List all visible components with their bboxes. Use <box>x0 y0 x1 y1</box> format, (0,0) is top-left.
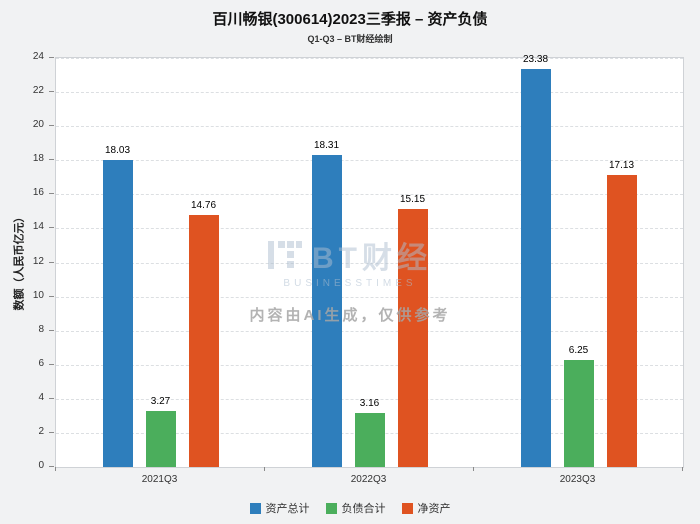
gridline <box>56 296 683 298</box>
bar-value-label: 3.16 <box>359 398 380 410</box>
x-tick-label: 2022Q3 <box>350 474 387 485</box>
bar <box>397 208 428 467</box>
x-tick-mark <box>682 467 683 471</box>
y-tick-label: 6 <box>38 357 44 369</box>
y-tick-label: 0 <box>38 460 44 471</box>
bar-value-label: 18.03 <box>104 144 131 156</box>
y-tick-label: 2 <box>38 425 44 437</box>
bar <box>520 68 551 467</box>
gridline <box>56 330 683 332</box>
bar-value-label: 6.25 <box>568 345 589 357</box>
y-tick-label: 14 <box>32 221 44 233</box>
legend-label: 资产总计 <box>265 503 310 515</box>
bar <box>354 413 385 467</box>
y-tick-label: 8 <box>38 323 44 335</box>
bar-value-label: 18.31 <box>313 139 340 151</box>
gridline <box>56 194 683 196</box>
bar <box>606 175 637 467</box>
gridline <box>56 126 683 128</box>
gridline <box>56 92 683 94</box>
bar-value-label: 14.76 <box>190 200 217 212</box>
gridline <box>56 364 683 366</box>
chart-title: 百川畅银(300614)2023三季报 – 资产负债 <box>212 11 488 28</box>
y-tick-mark <box>49 431 54 433</box>
y-tick-mark <box>49 57 54 58</box>
x-tick-mark <box>264 467 265 471</box>
x-tick-label: 2021Q3 <box>141 474 178 485</box>
bar <box>311 154 342 467</box>
gridline <box>56 398 683 400</box>
y-tick-mark <box>49 397 54 399</box>
y-tick-mark <box>49 295 54 297</box>
plot-area: 18.03 3.27 14.76 18.31 3.16 15.15 23.38 6.25 17.… <box>55 53 684 468</box>
x-tick-mark <box>473 467 474 471</box>
legend-swatch <box>249 502 261 514</box>
legend: 资产总计 负债合计 净资产 <box>0 500 700 516</box>
chart-subtitle: Q1-Q3 – BT财经绘制 <box>307 34 393 44</box>
bar <box>102 159 133 467</box>
y-tick-label: 12 <box>32 255 44 267</box>
bar-value-label: 17.13 <box>608 160 635 172</box>
y-tick-label: 16 <box>32 187 44 199</box>
bar <box>188 215 219 467</box>
legend-item: 资产总计 <box>249 500 310 516</box>
y-tick-mark <box>49 466 54 467</box>
y-tick-label: 18 <box>32 153 44 165</box>
y-tick-mark <box>49 363 54 365</box>
bar <box>563 360 594 467</box>
legend-label: 净资产 <box>417 503 451 515</box>
y-tick-mark <box>49 91 54 93</box>
bar-value-label: 15.15 <box>399 193 426 205</box>
gridline <box>56 160 683 162</box>
bar-value-label: 23.38 <box>522 53 549 65</box>
y-tick-mark <box>49 261 54 263</box>
y-tick-label: 24 <box>32 51 44 62</box>
bar <box>145 411 176 467</box>
x-tick-label: 2023Q3 <box>559 474 596 485</box>
y-tick-mark <box>49 193 54 195</box>
legend-label: 负债合计 <box>341 503 386 515</box>
legend-swatch <box>325 502 337 514</box>
x-tick-mark <box>55 467 56 471</box>
legend-item: 净资产 <box>401 500 451 516</box>
y-tick-label: 20 <box>32 119 44 131</box>
gridline <box>56 58 683 59</box>
gridline <box>56 228 683 230</box>
y-tick-mark <box>49 329 54 331</box>
y-tick-label: 4 <box>38 391 44 403</box>
y-tick-mark <box>49 125 54 127</box>
y-tick-label: 22 <box>32 85 44 97</box>
y-tick-mark <box>49 159 54 161</box>
y-tick-mark <box>49 227 54 229</box>
y-axis: 0 2 4 6 8 10 12 14 16 18 20 22 24 <box>0 51 55 471</box>
bar-value-label: 3.27 <box>150 396 171 408</box>
gridline <box>56 262 683 264</box>
legend-item: 负债合计 <box>325 500 386 516</box>
legend-swatch <box>401 502 413 514</box>
y-tick-label: 10 <box>32 289 44 301</box>
x-axis: 2021Q3 2022Q3 2023Q3 <box>55 467 683 493</box>
